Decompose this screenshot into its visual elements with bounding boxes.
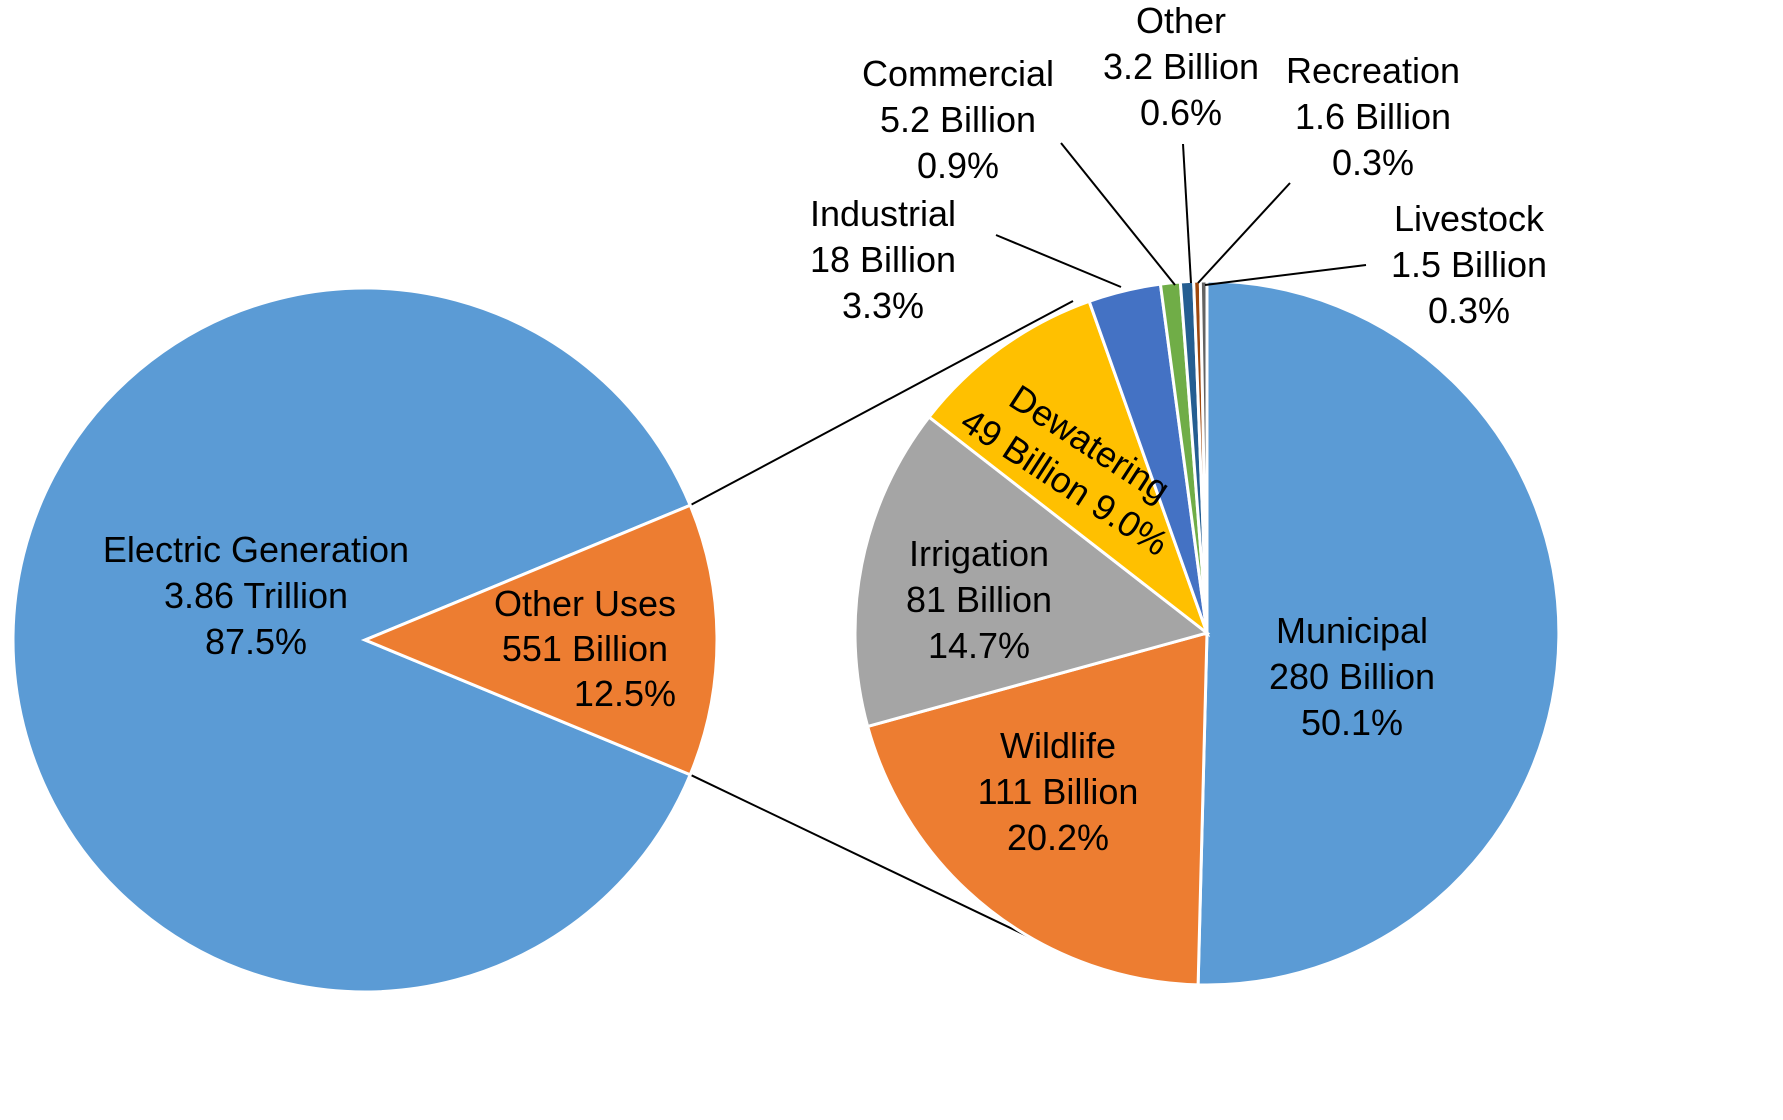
primary-slice-electric-generation	[11, 286, 693, 994]
label-commercial-line-1: Commercial	[862, 53, 1054, 94]
label-industrial-line-2: 18 Billion	[810, 239, 956, 280]
leader-line-recreation	[1197, 182, 1291, 284]
label-commercial-line-3: 0.9%	[917, 145, 999, 186]
label-other-uses-line-3: 12.5%	[574, 673, 676, 714]
label-recreation-line-3: 0.3%	[1332, 142, 1414, 183]
leader-lines	[995, 142, 1367, 288]
pie-connectors	[689, 300, 1074, 947]
secondary-slice-wildlife	[865, 631, 1209, 987]
secondary-slice-dewatering	[926, 299, 1211, 638]
label-wildlife: Wildlife 111 Billion 20.2%	[978, 725, 1139, 858]
leader-line-livestock	[1204, 264, 1367, 286]
label-irrigation-line-1: Irrigation	[909, 533, 1049, 574]
label-other-uses-line-2: 551 Billion	[502, 628, 668, 669]
label-electric-generation-line-1: Electric Generation	[103, 529, 409, 570]
label-wildlife-line-2: 111 Billion	[978, 771, 1139, 812]
label-industrial: Industrial 18 Billion 3.3%	[810, 193, 956, 326]
label-other-uses: Other Uses 551 Billion 12.5%	[494, 583, 676, 714]
label-wildlife-line-3: 20.2%	[1007, 817, 1109, 858]
label-electric-generation-line-2: 3.86 Trillion	[164, 575, 348, 616]
secondary-slice-irrigation	[853, 414, 1211, 729]
secondary-slice-municipal	[1196, 279, 1561, 987]
label-municipal: Municipal 280 Billion 50.1%	[1269, 610, 1435, 743]
label-irrigation: Irrigation 81 Billion 14.7%	[906, 533, 1052, 666]
label-commercial: Commercial 5.2 Billion 0.9%	[862, 53, 1054, 186]
label-commercial-line-2: 5.2 Billion	[880, 99, 1036, 140]
secondary-pie	[853, 279, 1561, 987]
label-wildlife-line-1: Wildlife	[1000, 725, 1116, 766]
leader-line-commercial	[1060, 142, 1176, 286]
connector-line-top	[689, 300, 1074, 507]
label-irrigation-line-3: 14.7%	[928, 625, 1030, 666]
label-industrial-line-1: Industrial	[810, 193, 956, 234]
data-labels: Electric Generation 3.86 Trillion 87.5% Oth…	[103, 0, 1547, 858]
connector-line-bottom	[689, 773, 1049, 947]
label-industrial-line-3: 3.3%	[842, 285, 924, 326]
label-livestock: Livestock 1.5 Billion 0.3%	[1391, 198, 1547, 331]
label-other-uses-line-1: Other Uses	[494, 583, 676, 624]
primary-slice-other-uses	[361, 503, 719, 777]
label-livestock-line-2: 1.5 Billion	[1391, 244, 1547, 285]
label-municipal-line-3: 50.1%	[1301, 702, 1403, 743]
leader-line-industrial	[995, 234, 1122, 288]
label-other-line-3: 0.6%	[1140, 92, 1222, 133]
label-other: Other 3.2 Billion 0.6%	[1103, 0, 1259, 133]
label-irrigation-line-2: 81 Billion	[906, 579, 1052, 620]
label-recreation: Recreation 1.6 Billion 0.3%	[1286, 50, 1460, 183]
label-livestock-line-3: 0.3%	[1428, 290, 1510, 331]
label-electric-generation-line-3: 87.5%	[205, 621, 307, 662]
label-recreation-line-2: 1.6 Billion	[1295, 96, 1451, 137]
label-electric-generation: Electric Generation 3.86 Trillion 87.5%	[103, 529, 409, 662]
label-livestock-line-1: Livestock	[1394, 198, 1545, 239]
leader-line-other	[1182, 143, 1192, 284]
label-municipal-line-2: 280 Billion	[1269, 656, 1435, 697]
label-recreation-line-1: Recreation	[1286, 50, 1460, 91]
label-municipal-line-1: Municipal	[1276, 610, 1428, 651]
label-other-line-2: 3.2 Billion	[1103, 46, 1259, 87]
primary-pie	[11, 286, 719, 994]
label-other-line-1: Other	[1136, 0, 1226, 41]
